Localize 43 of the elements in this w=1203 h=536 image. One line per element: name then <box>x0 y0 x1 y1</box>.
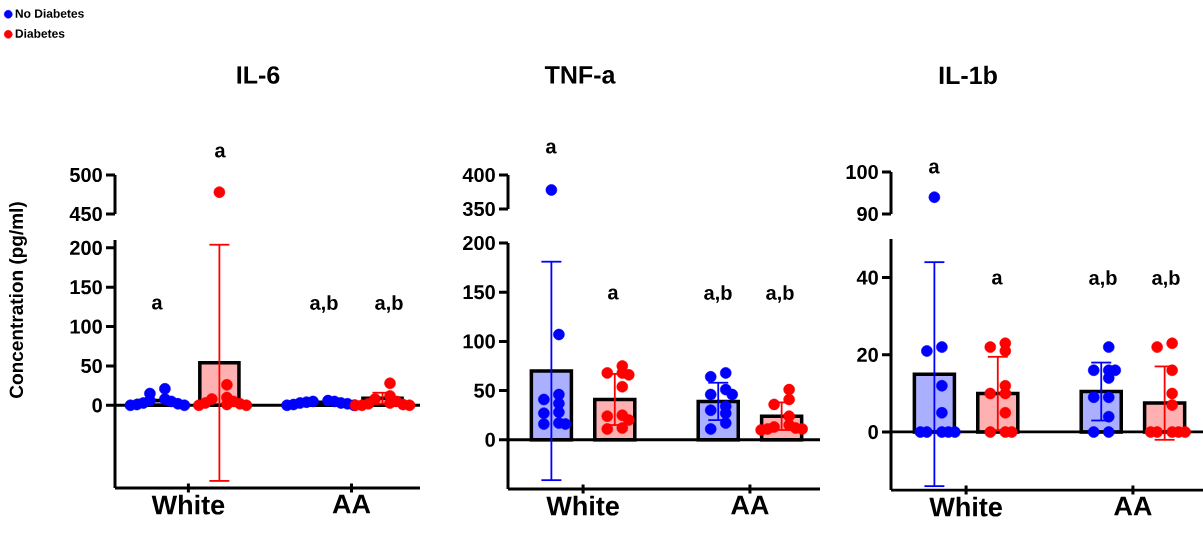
text: a <box>215 146 226 158</box>
y-tick-label: 150 <box>70 280 102 295</box>
annotation: a <box>929 162 940 174</box>
y-tick-label: 100 <box>463 334 495 349</box>
legend-label: Diabetes <box>15 28 65 38</box>
y-axis-title: Concentration (pg/ml) <box>9 202 27 398</box>
y-tick-label: 350 <box>462 201 495 217</box>
y-tick-label: 500 <box>69 167 102 183</box>
y-tick-label: 200 <box>70 240 102 255</box>
y-tick-label: 50 <box>474 383 495 398</box>
annotation: a,b <box>1089 270 1117 288</box>
annotation: a,b <box>1152 270 1180 288</box>
annotation: a,b <box>375 295 403 313</box>
annotation: a <box>152 298 163 310</box>
annotation: a <box>992 273 1003 285</box>
annotation: a,b <box>704 285 732 303</box>
x-tick-label: White <box>151 494 225 515</box>
y-tick-label: 150 <box>463 285 495 300</box>
y-tick-label: 50 <box>81 358 102 374</box>
y-tick-label: 0 <box>868 424 878 440</box>
legend-label: No Diabetes <box>15 8 84 18</box>
text: a <box>546 142 557 154</box>
annotation: a,b <box>310 295 338 313</box>
y-tick-label: 20 <box>857 347 878 362</box>
y-tick-label: 100 <box>70 319 102 334</box>
y-tick-label: 90 <box>857 206 878 222</box>
chart-title: TNF-a <box>544 66 616 84</box>
x-tick-label: AA <box>332 494 371 514</box>
x-tick-label: White <box>546 495 619 516</box>
chart-title: IL-6 <box>237 66 280 84</box>
annotation: a,b <box>766 285 794 303</box>
y-tick-label: 0 <box>92 398 102 413</box>
y-tick-label: 200 <box>463 235 495 251</box>
y-tick-label: 450 <box>69 206 102 222</box>
x-tick-label: AA <box>1114 496 1152 516</box>
y-tick-label: 40 <box>856 270 878 285</box>
x-tick-label: AA <box>731 495 769 515</box>
y-tick-label: 0 <box>485 432 495 447</box>
chart-title: IL-1b <box>939 65 997 85</box>
y-tick-label: 400 <box>462 167 495 183</box>
x-tick-label: White <box>929 496 1002 517</box>
y-tick-label: 100 <box>846 164 878 180</box>
annotation: a <box>608 288 619 300</box>
